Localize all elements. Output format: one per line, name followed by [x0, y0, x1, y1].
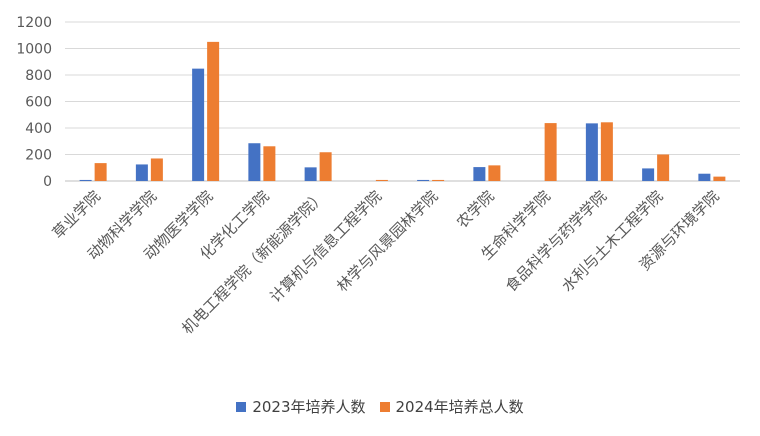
bar-2024 — [375, 179, 388, 181]
legend-swatch-2024 — [379, 401, 390, 412]
legend-label-2023: 2023年培养人数 — [252, 398, 366, 416]
y-tick-label: 600 — [25, 95, 52, 111]
gridlines — [65, 21, 740, 182]
bar-2023 — [248, 143, 261, 181]
y-tick-label: 800 — [25, 68, 52, 84]
legend-swatch-2023 — [236, 401, 247, 412]
bars — [79, 41, 726, 181]
x-axis: 草业学院动物科学学院动物医学学院化学化工学院机电工程学院（新能源学院）计算机与信… — [49, 187, 723, 338]
bar-2023 — [642, 168, 655, 181]
bar-2023 — [417, 179, 430, 181]
bar-2023 — [304, 167, 317, 181]
bar-2024 — [544, 123, 557, 181]
x-tick-label: 林学与风景园林学院 — [333, 187, 441, 295]
bar-2024 — [263, 146, 276, 181]
bar-2024 — [713, 176, 726, 181]
legend: 2023年培养人数 2024年培养总人数 — [0, 396, 760, 417]
bar-2023 — [192, 68, 205, 181]
x-tick-label: 计算机与信息工程学院 — [266, 187, 385, 306]
x-tick-label: 水利与土木工程学院 — [558, 187, 666, 295]
y-tick-label: 1200 — [16, 15, 52, 31]
y-axis: 0 200 400 600 800 1000 1200 — [16, 15, 52, 190]
legend-label-2024: 2024年培养总人数 — [395, 398, 524, 416]
bar-2024 — [207, 41, 220, 181]
y-tick-label: 200 — [25, 148, 52, 164]
bar-2023 — [135, 164, 148, 181]
x-tick-label: 农学院 — [453, 187, 498, 232]
bar-2024 — [600, 122, 613, 181]
bar-2024 — [432, 179, 445, 181]
bar-2024 — [319, 152, 332, 181]
bar-2023 — [698, 173, 711, 181]
legend-item-2024: 2024年培养总人数 — [379, 396, 524, 417]
x-tick-label: 草业学院 — [49, 187, 104, 242]
bar-2024 — [150, 158, 163, 181]
legend-item-2023: 2023年培养人数 — [236, 396, 366, 417]
bar-2023 — [585, 123, 598, 181]
bar-2024 — [488, 165, 501, 181]
bar-2024 — [657, 154, 670, 181]
bar-2024 — [94, 163, 107, 181]
bar-chart: 0 200 400 600 800 1000 1200 草业学院动物科学学院动物医学学院化学… — [16, 15, 740, 338]
y-tick-label: 400 — [25, 121, 52, 137]
bar-2023 — [473, 167, 486, 181]
x-tick-label: 食品科学与药学学院 — [502, 187, 610, 295]
y-tick-label: 1000 — [16, 42, 52, 58]
y-tick-label: 0 — [43, 174, 52, 190]
bar-2023 — [79, 179, 92, 181]
